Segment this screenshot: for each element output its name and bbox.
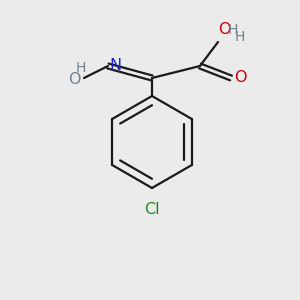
Text: Cl: Cl [144, 202, 160, 217]
Text: H: H [235, 30, 245, 44]
Text: H: H [76, 61, 86, 75]
Text: H: H [228, 23, 238, 37]
Text: N: N [109, 58, 121, 73]
Text: O: O [218, 22, 230, 38]
Text: O: O [234, 70, 247, 86]
Text: O: O [68, 73, 81, 88]
